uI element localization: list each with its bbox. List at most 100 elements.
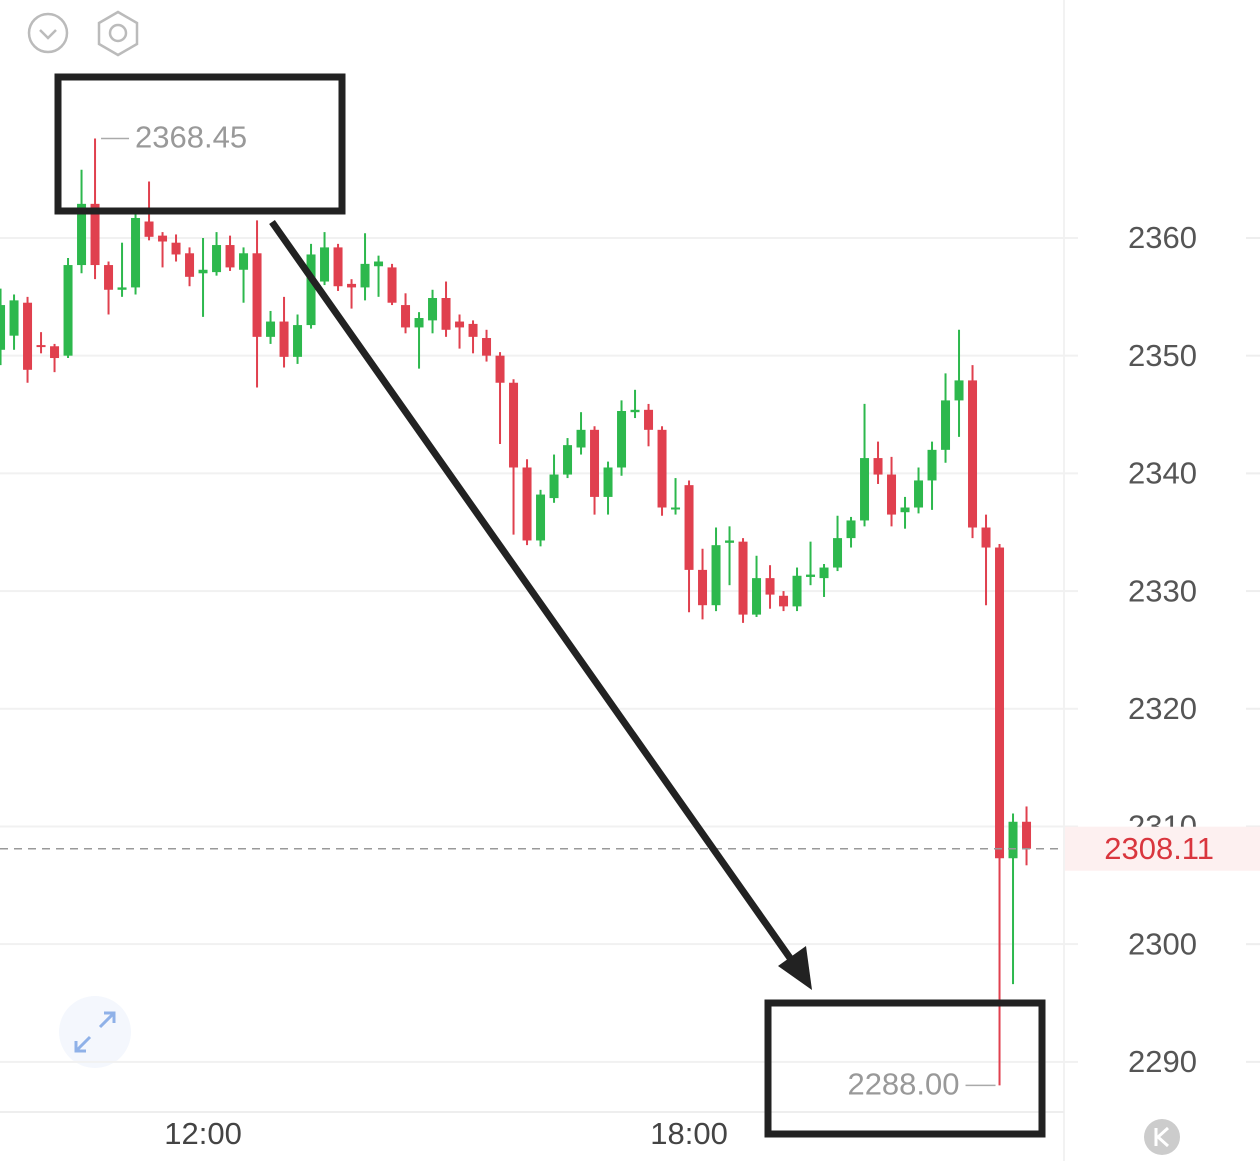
- candle-body: [63, 265, 73, 356]
- candle-body: [914, 480, 924, 508]
- expand-button[interactable]: [59, 996, 131, 1068]
- y-tick-label: 2350: [1128, 338, 1197, 373]
- candle-body: [320, 247, 330, 282]
- y-tick-label: 2330: [1128, 573, 1197, 608]
- candle-body: [90, 203, 100, 266]
- candle-body: [860, 458, 870, 521]
- x-tick-label: 12:00: [164, 1116, 242, 1151]
- candle-body: [198, 269, 208, 274]
- candle-body: [9, 300, 19, 336]
- candle-body: [671, 507, 681, 510]
- highlight-box: [764, 999, 1046, 1138]
- last-price-label: 2308.11: [1104, 831, 1214, 866]
- candle-body: [630, 409, 640, 413]
- candle-body: [468, 323, 478, 337]
- candle-body: [158, 235, 168, 242]
- candle-body: [23, 302, 33, 370]
- candle-body: [563, 445, 573, 475]
- candle-body: [549, 474, 559, 499]
- candle-body: [225, 245, 235, 268]
- candle-body: [806, 574, 816, 577]
- candle-body: [657, 429, 667, 508]
- candle-body: [374, 261, 384, 267]
- candle-body: [900, 507, 910, 513]
- candle-body: [927, 449, 937, 481]
- candle-body: [104, 265, 114, 290]
- candle-body: [954, 380, 964, 401]
- candle-body: [522, 467, 532, 541]
- candle-body: [873, 458, 883, 475]
- candle-body: [50, 346, 60, 359]
- candle-body: [833, 538, 843, 568]
- candle-body: [266, 321, 276, 337]
- candle-body: [887, 474, 897, 515]
- candle-body: [968, 380, 978, 528]
- y-tick-label: 2290: [1128, 1044, 1197, 1079]
- candle-body: [819, 567, 829, 579]
- candle-body: [738, 541, 748, 615]
- candle-body: [0, 305, 6, 350]
- candle-body: [711, 545, 721, 606]
- candle-body: [576, 429, 586, 448]
- candle-body: [644, 409, 654, 430]
- candle-body: [77, 203, 87, 266]
- candle-body: [779, 595, 789, 607]
- candle-body: [401, 305, 411, 328]
- y-tick-label: 2340: [1128, 456, 1197, 491]
- candle-body: [1022, 821, 1032, 849]
- candle-body: [36, 345, 46, 348]
- y-tick-label: 2360: [1128, 220, 1197, 255]
- candle-body: [725, 540, 735, 543]
- candle-body: [765, 578, 775, 595]
- candle-body: [441, 298, 451, 330]
- candle-body: [846, 520, 856, 539]
- candle-body: [387, 267, 397, 303]
- annotation-label: 2368.45: [135, 120, 247, 155]
- annotation-label: 2288.00: [847, 1067, 959, 1102]
- candle-body: [185, 253, 195, 277]
- candle-body: [1008, 821, 1018, 859]
- candle-body: [590, 429, 600, 497]
- candle-body: [347, 283, 357, 288]
- y-tick-label: 2300: [1128, 926, 1197, 961]
- settings-icon[interactable]: [97, 10, 139, 57]
- candle-body: [144, 221, 154, 237]
- candle-body: [212, 245, 222, 273]
- candle-body: [752, 578, 762, 615]
- candle-body: [941, 400, 951, 450]
- candle-body: [455, 321, 465, 328]
- candle-body: [495, 355, 505, 383]
- x-tick-label: 18:00: [650, 1116, 728, 1151]
- candle-body: [482, 338, 492, 356]
- candle-body: [981, 527, 991, 548]
- dropdown-icon[interactable]: [27, 12, 69, 54]
- candle-body: [536, 494, 546, 541]
- candle-body: [792, 575, 802, 607]
- last-price-badge: [1065, 826, 1260, 871]
- candle-body: [617, 410, 627, 468]
- candle-body: [306, 254, 316, 326]
- candle-body: [252, 253, 262, 337]
- candle-body: [171, 242, 181, 255]
- k-button[interactable]: [1144, 1119, 1180, 1155]
- candle-body: [360, 263, 370, 288]
- candle-body: [509, 382, 519, 468]
- candle-body: [684, 485, 694, 570]
- candle-body: [279, 321, 289, 357]
- candle-body: [293, 325, 303, 357]
- candle-body: [698, 569, 708, 606]
- candle-body: [239, 253, 249, 270]
- annotation-overlay: [54, 73, 1046, 1138]
- highlight-box: [54, 73, 346, 215]
- candle-body: [603, 467, 613, 497]
- candle-body: [995, 547, 1005, 859]
- candle-body: [414, 318, 424, 328]
- candle-body: [428, 298, 438, 321]
- candle-body: [117, 287, 127, 290]
- candle-body: [333, 247, 343, 287]
- candle-body: [131, 217, 141, 288]
- y-tick-label: 2320: [1128, 691, 1197, 726]
